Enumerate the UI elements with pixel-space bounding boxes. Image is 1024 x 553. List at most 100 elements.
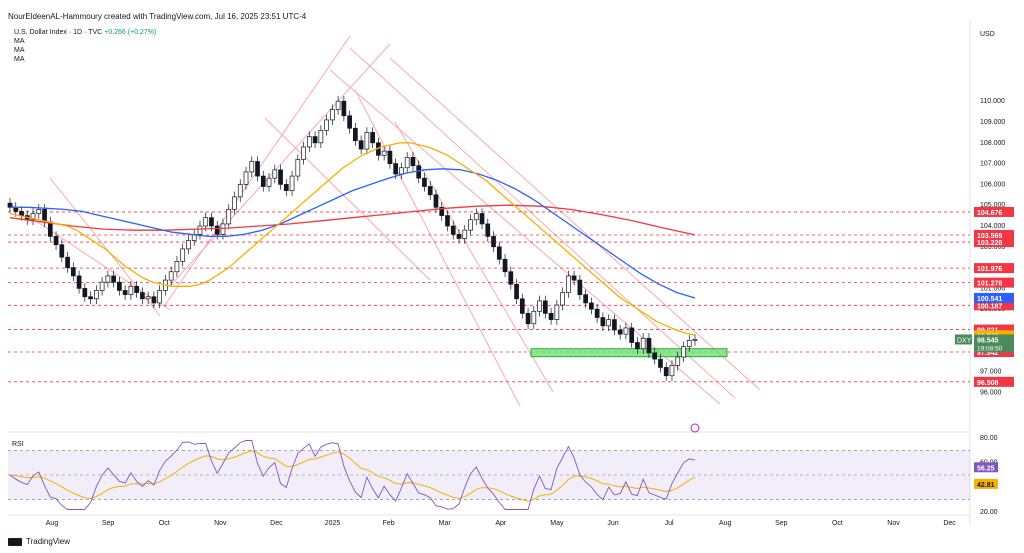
symbol-title: U.S. Dollar Index · 1D · TVC bbox=[14, 29, 103, 36]
price-level-tag bbox=[974, 376, 1014, 387]
candle-body bbox=[99, 281, 105, 291]
candle-body bbox=[197, 225, 203, 235]
candle-body bbox=[473, 213, 479, 221]
candle-body bbox=[479, 213, 485, 225]
candle-body bbox=[289, 175, 295, 191]
candle-body bbox=[652, 352, 658, 360]
y-tick-label: 107.000 bbox=[980, 161, 1005, 168]
candle-body bbox=[249, 161, 255, 173]
candle-body bbox=[491, 236, 496, 248]
ma-legend-2[interactable]: MA bbox=[14, 47, 25, 54]
candle-body bbox=[387, 150, 393, 164]
footer: TradingView bbox=[8, 537, 70, 546]
trend-channel-line bbox=[389, 57, 761, 391]
candle-body bbox=[168, 271, 174, 281]
tradingview-logo-icon bbox=[8, 537, 22, 546]
candle-body bbox=[617, 329, 623, 335]
candle-body bbox=[255, 161, 260, 177]
candle-body bbox=[560, 292, 565, 306]
x-tick-label: Dec bbox=[943, 520, 956, 527]
y-tick-label: 101.000 bbox=[980, 285, 1005, 292]
candle-body bbox=[554, 304, 560, 320]
candle-body bbox=[105, 275, 111, 283]
axis-currency: USD bbox=[980, 31, 995, 38]
price-level-label: 100.187 bbox=[977, 303, 1002, 310]
candle-body bbox=[445, 215, 450, 227]
candle-body bbox=[353, 127, 358, 142]
candle-body bbox=[525, 313, 531, 325]
candle-body bbox=[566, 275, 571, 293]
candle-body bbox=[283, 184, 289, 191]
symbol-tag bbox=[955, 334, 972, 345]
trend-channel-line bbox=[394, 121, 554, 393]
trend-channel-line bbox=[354, 89, 521, 407]
candle-body bbox=[134, 285, 139, 293]
candle-body bbox=[243, 171, 249, 185]
x-tick-label: Mar bbox=[439, 520, 452, 527]
candle-body bbox=[686, 340, 692, 347]
x-tick-label: Aug bbox=[719, 520, 732, 527]
candle-body bbox=[272, 169, 278, 179]
candle-body bbox=[571, 275, 577, 281]
candle-body bbox=[399, 167, 404, 175]
x-tick-label: Feb bbox=[383, 520, 395, 527]
event-icon bbox=[690, 423, 700, 433]
candle-body bbox=[122, 290, 128, 295]
candle-body bbox=[19, 211, 24, 216]
candle-body bbox=[658, 358, 663, 368]
candle-body bbox=[306, 136, 312, 148]
candle-body bbox=[341, 100, 347, 117]
x-tick-label: Apr bbox=[495, 520, 507, 527]
price-level-label: 96.508 bbox=[977, 380, 999, 387]
price-level-label: 103.228 bbox=[977, 240, 1002, 247]
candle-body bbox=[295, 159, 301, 177]
candle-body bbox=[330, 109, 335, 121]
candle-body bbox=[589, 302, 594, 310]
candle-body bbox=[606, 319, 612, 327]
candle-body bbox=[433, 194, 439, 208]
candle-body bbox=[623, 327, 629, 335]
candle-body bbox=[542, 300, 548, 314]
rsi-title: RSI bbox=[12, 441, 24, 448]
y-tick-label: 108.000 bbox=[980, 140, 1005, 147]
candle-body bbox=[422, 177, 427, 187]
rsi-ma-label: 42.81 bbox=[977, 482, 995, 489]
candle-body bbox=[629, 327, 635, 343]
candle-body bbox=[117, 281, 122, 291]
candle-body bbox=[42, 209, 47, 223]
x-tick-label: Oct bbox=[159, 520, 170, 527]
y-tick-label: 96.000 bbox=[980, 389, 1002, 396]
candle-body bbox=[531, 310, 537, 325]
candle-body bbox=[278, 169, 283, 185]
x-tick-label: May bbox=[550, 520, 564, 527]
candle-body bbox=[450, 225, 456, 235]
rsi-line bbox=[9, 440, 696, 510]
x-tick-label: Sep bbox=[102, 520, 115, 527]
ma-legend-3[interactable]: MA bbox=[14, 56, 25, 63]
price-level-label: 104.676 bbox=[977, 210, 1002, 217]
candle-body bbox=[70, 267, 76, 277]
candle-body bbox=[635, 342, 640, 350]
candle-body bbox=[47, 221, 53, 237]
y-tick-label: 109.000 bbox=[980, 119, 1005, 126]
candle-body bbox=[364, 132, 370, 150]
x-tick-label: Nov bbox=[214, 520, 227, 527]
candle-body bbox=[318, 129, 324, 144]
countdown-label: 19:08:50 bbox=[977, 345, 1003, 352]
candle-body bbox=[151, 296, 157, 304]
symbol-legend[interactable]: U.S. Dollar Index · 1D · TVC +0.266 (+0.… bbox=[14, 28, 156, 64]
y-tick-label: 106.000 bbox=[980, 181, 1005, 188]
trend-channel-line bbox=[264, 117, 431, 281]
candle-body bbox=[111, 275, 116, 283]
ma-tag-label: 103.569 bbox=[977, 233, 1002, 240]
candle-body bbox=[312, 136, 318, 144]
candle-body bbox=[226, 209, 232, 225]
price-level-label: 101.278 bbox=[977, 281, 1002, 288]
x-tick-label: Jun bbox=[607, 520, 618, 527]
ma-legend-1[interactable]: MA bbox=[14, 38, 25, 45]
price-level-tag bbox=[974, 300, 1014, 311]
candle-body bbox=[502, 258, 508, 273]
candle-body bbox=[583, 294, 588, 304]
rsi-value-tag bbox=[974, 462, 998, 473]
